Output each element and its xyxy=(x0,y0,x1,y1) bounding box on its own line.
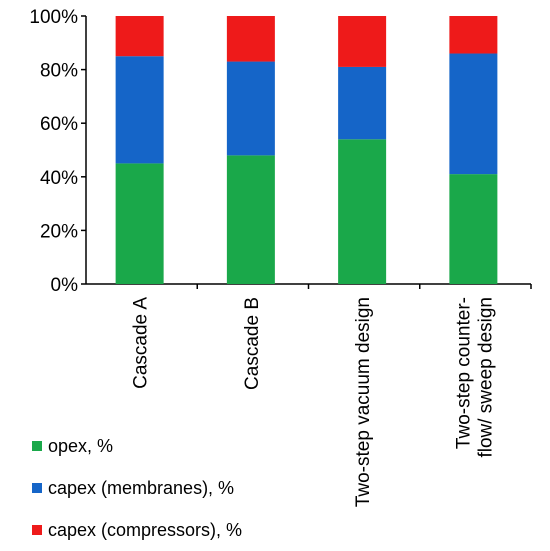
x-tick-label: Cascade B xyxy=(242,297,263,390)
x-tick-label-line: flow/ sweep design xyxy=(475,297,496,458)
bar-segment-capex-compressors xyxy=(449,16,498,54)
legend-item-capex-membranes: capex (membranes), % xyxy=(32,467,242,509)
x-tick-label-line: Cascade B xyxy=(242,297,263,390)
bar-segment-opex xyxy=(226,155,275,284)
bar-segment-capex-compressors xyxy=(115,16,164,57)
legend: opex, % capex (membranes), % capex (comp… xyxy=(32,425,242,551)
legend-item-capex-compressors: capex (compressors), % xyxy=(32,509,242,551)
bar-segment-opex xyxy=(338,139,387,284)
y-tick-label: 40% xyxy=(40,168,78,189)
y-tick-label: 0% xyxy=(51,275,79,296)
legend-label-capex-membranes: capex (membranes), % xyxy=(48,478,235,498)
bar-segment-capex-membranes xyxy=(115,56,164,164)
bar-segment-opex xyxy=(449,174,498,284)
bar-segment-capex-membranes xyxy=(449,53,498,175)
legend-swatch-capex-membranes xyxy=(32,483,42,493)
legend-swatch-opex xyxy=(32,441,42,451)
bar-segment-capex-membranes xyxy=(226,61,275,156)
x-tick-label-line: Two-step counter- xyxy=(453,297,474,449)
bar-segment-opex xyxy=(115,163,164,284)
bar-segment-capex-compressors xyxy=(338,16,387,67)
x-tick-label: Cascade A xyxy=(131,297,152,389)
bar-segment-capex-compressors xyxy=(226,16,275,62)
stacked-bar-chart: 0% 20% 40% 60% 80% 100% xyxy=(29,7,532,296)
y-tick-label: 20% xyxy=(40,221,78,242)
bar-segment-capex-membranes xyxy=(338,66,387,140)
y-tick-label: 100% xyxy=(29,7,78,28)
legend-item-opex: opex, % xyxy=(32,425,242,467)
legend-swatch-capex-compressors xyxy=(32,525,42,535)
x-tick-label: Two-step vacuum design xyxy=(353,297,374,507)
x-tick-label-line: Two-step vacuum design xyxy=(353,297,374,507)
y-tick-label: 60% xyxy=(40,114,78,135)
legend-label-capex-compressors: capex (compressors), % xyxy=(48,520,243,540)
x-tick-label: Two-step counter-flow/ sweep design xyxy=(453,297,496,458)
y-tick-label: 80% xyxy=(40,61,78,82)
x-tick-label-line: Cascade A xyxy=(131,297,152,389)
legend-label-opex: opex, % xyxy=(48,436,114,456)
